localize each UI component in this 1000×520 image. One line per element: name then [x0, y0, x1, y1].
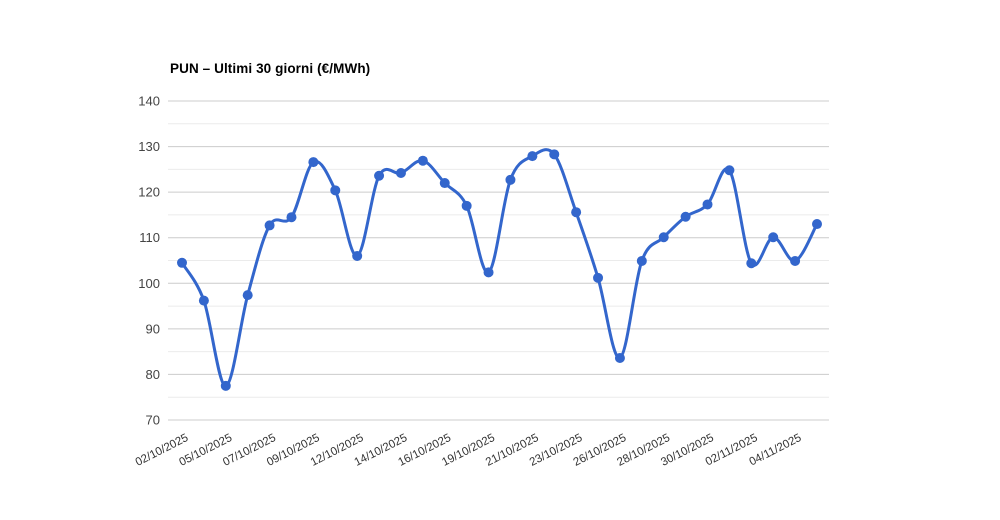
- data-point[interactable]: [505, 174, 516, 185]
- data-point[interactable]: [330, 185, 341, 196]
- data-point[interactable]: [483, 267, 494, 278]
- data-point[interactable]: [614, 353, 625, 364]
- data-point[interactable]: [527, 151, 538, 162]
- data-point[interactable]: [264, 220, 275, 231]
- series-line: [180, 148, 819, 388]
- data-point[interactable]: [395, 168, 406, 179]
- y-axis-tick-label: 130: [138, 139, 160, 154]
- y-axis-tick-label: 140: [138, 94, 160, 109]
- y-axis-tick-label: 70: [146, 413, 160, 428]
- data-point[interactable]: [242, 290, 253, 301]
- data-point[interactable]: [768, 232, 779, 243]
- data-point[interactable]: [220, 380, 231, 391]
- data-point[interactable]: [571, 207, 582, 218]
- data-point[interactable]: [636, 255, 647, 266]
- data-point[interactable]: [198, 295, 209, 306]
- y-axis-tick-label: 120: [138, 185, 160, 200]
- data-point[interactable]: [417, 155, 428, 166]
- data-point[interactable]: [352, 250, 363, 261]
- data-point[interactable]: [177, 257, 187, 268]
- y-axis-tick-label: 90: [146, 321, 160, 336]
- data-point[interactable]: [308, 157, 319, 168]
- data-point[interactable]: [658, 232, 669, 243]
- y-axis-tick-label: 110: [139, 230, 160, 245]
- data-point[interactable]: [724, 165, 735, 176]
- data-point[interactable]: [702, 199, 713, 210]
- data-point[interactable]: [812, 219, 822, 230]
- data-point[interactable]: [680, 211, 691, 222]
- data-point[interactable]: [790, 255, 801, 266]
- y-axis-tick-label: 100: [138, 276, 160, 291]
- chart-title: PUN – Ultimi 30 giorni (€/MWh): [170, 61, 371, 76]
- data-point[interactable]: [286, 212, 297, 223]
- y-axis-tick-label: 80: [146, 367, 160, 382]
- data-point[interactable]: [461, 200, 472, 211]
- data-point[interactable]: [374, 170, 385, 181]
- data-point[interactable]: [593, 272, 604, 283]
- data-point[interactable]: [746, 258, 757, 269]
- data-point[interactable]: [439, 178, 450, 189]
- data-point[interactable]: [549, 149, 560, 160]
